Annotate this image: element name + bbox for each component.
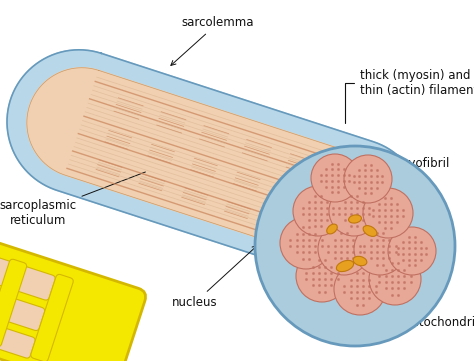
Circle shape bbox=[329, 186, 379, 236]
Circle shape bbox=[369, 253, 421, 305]
Polygon shape bbox=[7, 50, 423, 282]
Polygon shape bbox=[27, 68, 403, 264]
FancyBboxPatch shape bbox=[31, 274, 73, 361]
Circle shape bbox=[388, 227, 436, 275]
FancyBboxPatch shape bbox=[0, 328, 35, 358]
Ellipse shape bbox=[327, 224, 337, 234]
Circle shape bbox=[255, 146, 455, 346]
Text: sarcoplasmic
reticulum: sarcoplasmic reticulum bbox=[0, 172, 146, 227]
Circle shape bbox=[296, 250, 348, 302]
Circle shape bbox=[354, 223, 406, 275]
FancyBboxPatch shape bbox=[0, 284, 2, 317]
Circle shape bbox=[280, 217, 332, 269]
Text: sarcolemma: sarcolemma bbox=[171, 17, 254, 65]
Circle shape bbox=[334, 263, 386, 315]
Circle shape bbox=[318, 223, 370, 275]
Text: nucleus: nucleus bbox=[172, 245, 257, 309]
Text: thick (myosin) and
thin (actin) filaments: thick (myosin) and thin (actin) filament… bbox=[345, 69, 474, 123]
Text: mitochondria: mitochondria bbox=[363, 265, 474, 330]
FancyBboxPatch shape bbox=[15, 266, 55, 300]
FancyBboxPatch shape bbox=[0, 252, 13, 287]
Ellipse shape bbox=[363, 226, 377, 236]
Ellipse shape bbox=[353, 256, 367, 266]
FancyBboxPatch shape bbox=[5, 299, 45, 331]
Circle shape bbox=[344, 155, 392, 203]
FancyBboxPatch shape bbox=[0, 189, 146, 361]
Circle shape bbox=[363, 188, 413, 238]
Ellipse shape bbox=[337, 260, 354, 271]
Circle shape bbox=[311, 154, 359, 202]
FancyBboxPatch shape bbox=[0, 259, 27, 347]
Text: myofibril: myofibril bbox=[378, 157, 450, 187]
Ellipse shape bbox=[348, 215, 362, 223]
Circle shape bbox=[293, 186, 343, 236]
